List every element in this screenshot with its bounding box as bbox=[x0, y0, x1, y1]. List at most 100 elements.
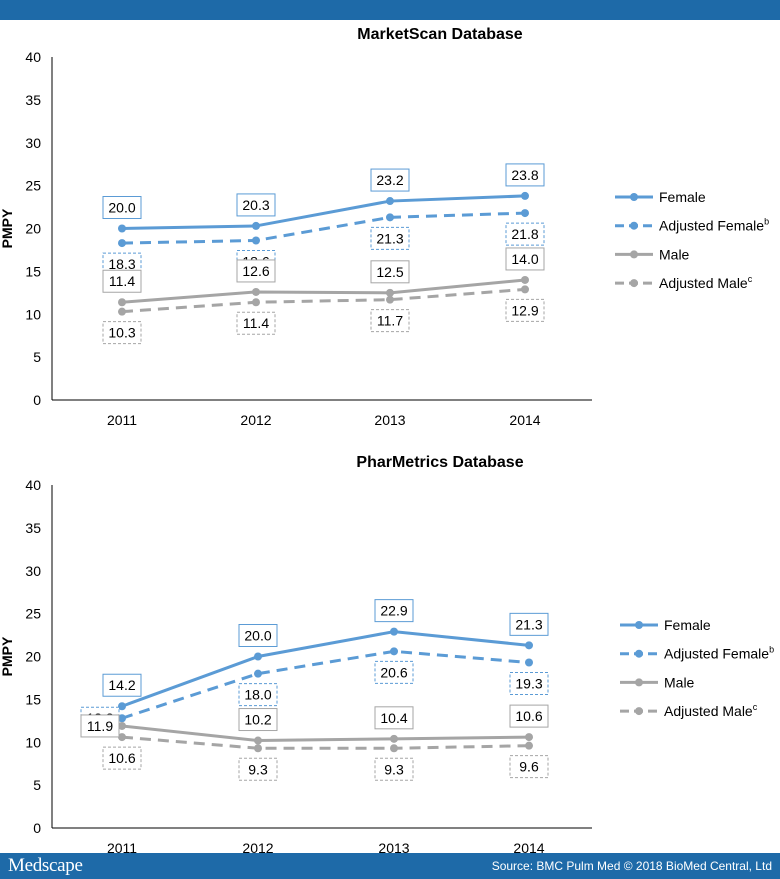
data-label-box bbox=[236, 193, 276, 217]
data-label-box bbox=[505, 247, 545, 271]
data-point bbox=[525, 741, 533, 750]
data-label: 21.8 bbox=[511, 226, 538, 242]
data-label: 14.2 bbox=[108, 677, 135, 693]
legend-swatch-marker bbox=[630, 221, 638, 230]
data-point bbox=[521, 191, 529, 200]
data-label-box bbox=[509, 704, 549, 728]
series-line bbox=[121, 287, 526, 314]
data-label: 10.4 bbox=[380, 710, 407, 726]
chart-1: MarketScan Database 0 5 10 15 20 25 30 35 40 PMPY 2… bbox=[0, 26, 769, 428]
data-point bbox=[525, 733, 533, 742]
data-point bbox=[521, 285, 529, 294]
y-tick-label: 5 bbox=[33, 349, 41, 365]
data-label: 19.3 bbox=[515, 676, 542, 692]
data-label-box bbox=[370, 260, 410, 284]
data-label: 18.3 bbox=[108, 256, 135, 272]
data-label: 9.3 bbox=[384, 761, 404, 777]
y-tick-label: 10 bbox=[25, 306, 41, 322]
chart-title: MarketScan Database bbox=[357, 26, 523, 43]
y-tick-label: 30 bbox=[25, 135, 41, 151]
data-label: 23.2 bbox=[376, 172, 403, 188]
data-point bbox=[390, 744, 398, 753]
data-label-box bbox=[374, 599, 414, 623]
data-point bbox=[252, 298, 260, 307]
legend-label: Adjusted Femaleb bbox=[664, 645, 774, 662]
data-label: 18.0 bbox=[244, 687, 271, 703]
legend-label: Adjusted Malec bbox=[659, 274, 753, 291]
data-point bbox=[254, 652, 262, 661]
y-tick-label: 40 bbox=[25, 49, 41, 65]
legend-swatch-marker bbox=[630, 279, 638, 288]
legend-label: Adjusted Femaleb bbox=[659, 217, 769, 234]
data-label-box bbox=[509, 612, 549, 636]
data-label-box bbox=[238, 624, 278, 647]
series-line bbox=[121, 724, 530, 743]
data-label-box bbox=[505, 163, 545, 187]
charts-canvas: MarketScan Database 0 5 10 15 20 25 30 35 40 PMPY 2… bbox=[0, 26, 774, 853]
x-tick-label: 2013 bbox=[378, 840, 409, 853]
data-point bbox=[254, 744, 262, 753]
data-label: 11.4 bbox=[109, 273, 135, 289]
data-label-box bbox=[102, 321, 142, 345]
data-label-box bbox=[80, 714, 120, 738]
legend-item: Adjusted Femaleb bbox=[615, 217, 769, 234]
y-axis-title: PMPY bbox=[0, 636, 15, 676]
chart-title: PharMetrics Database bbox=[356, 454, 523, 471]
legend-item: Male bbox=[615, 246, 690, 262]
series-line bbox=[121, 735, 530, 750]
legend-item: Female bbox=[615, 189, 706, 205]
data-label-box bbox=[102, 252, 142, 276]
data-label-box bbox=[102, 269, 142, 293]
data-label: 20.0 bbox=[108, 200, 135, 216]
data-point bbox=[118, 733, 126, 742]
legend-item: Adjusted Malec bbox=[615, 274, 753, 291]
data-label: 9.6 bbox=[519, 759, 539, 775]
data-point bbox=[118, 714, 126, 723]
legend-label: Male bbox=[664, 674, 695, 690]
legend-item: Female bbox=[620, 617, 711, 633]
data-label: 9.3 bbox=[248, 761, 268, 777]
data-label: 12.5 bbox=[376, 264, 403, 280]
y-tick-label: 25 bbox=[25, 606, 41, 622]
data-label: 12.6 bbox=[242, 263, 269, 279]
y-tick-label: 30 bbox=[25, 563, 41, 579]
data-label: 14.0 bbox=[511, 251, 538, 267]
data-point bbox=[386, 288, 394, 297]
top-brand-bar bbox=[0, 0, 780, 20]
x-tick-label: 2011 bbox=[107, 840, 137, 853]
legend-swatch-marker bbox=[635, 649, 643, 658]
data-label-box bbox=[238, 683, 278, 707]
data-point bbox=[521, 275, 529, 284]
x-tick-label: 2014 bbox=[509, 412, 540, 428]
data-point bbox=[390, 647, 398, 656]
y-tick-label: 35 bbox=[25, 92, 41, 108]
data-label-box bbox=[374, 757, 414, 781]
series-line bbox=[121, 278, 526, 304]
data-label-box bbox=[102, 673, 142, 697]
y-tick-label: 40 bbox=[25, 477, 41, 493]
y-tick-label: 0 bbox=[33, 820, 41, 836]
series-line bbox=[121, 211, 526, 245]
data-label: 11.4 bbox=[243, 315, 269, 331]
legend-superscript: c bbox=[748, 274, 753, 284]
y-axis-title: PMPY bbox=[0, 208, 15, 248]
legend-swatch-marker bbox=[635, 621, 643, 629]
data-label-box bbox=[236, 311, 276, 335]
y-tick-label: 15 bbox=[25, 263, 41, 279]
x-tick-label: 2011 bbox=[107, 412, 137, 428]
chart-2: PharMetrics Database 0 5 10 15 20 25 30 35 40 PMPY… bbox=[0, 454, 774, 853]
data-label: 11.9 bbox=[87, 718, 113, 734]
legend-item: Adjusted Malec bbox=[620, 702, 758, 719]
data-point bbox=[390, 734, 398, 743]
data-label-box bbox=[238, 757, 278, 781]
data-label-box bbox=[102, 196, 142, 219]
data-label: 10.6 bbox=[108, 750, 135, 766]
x-tick-label: 2013 bbox=[374, 412, 405, 428]
series-line bbox=[121, 630, 530, 708]
data-label-box bbox=[509, 755, 549, 779]
data-point bbox=[525, 641, 533, 650]
legend-superscript: b bbox=[769, 645, 774, 655]
data-label-box bbox=[374, 706, 414, 730]
legend-label: Female bbox=[664, 617, 711, 633]
data-point bbox=[390, 627, 398, 636]
